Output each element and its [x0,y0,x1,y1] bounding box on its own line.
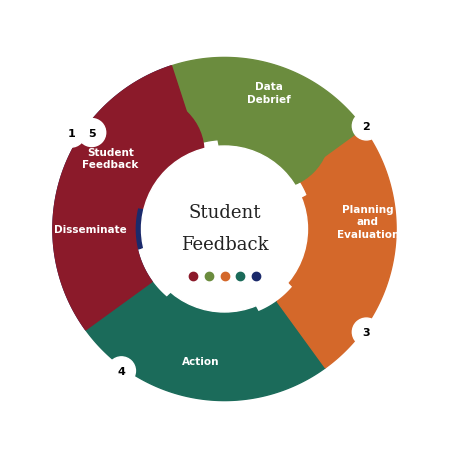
Circle shape [352,319,380,346]
Text: Disseminate: Disseminate [54,224,127,235]
Text: 2: 2 [362,122,370,132]
Circle shape [141,147,308,312]
Text: Student
Feedback: Student Feedback [83,147,139,170]
Circle shape [152,280,264,392]
Polygon shape [86,282,326,401]
Text: Planning
and
Evaluation: Planning and Evaluation [337,205,399,239]
Circle shape [78,119,106,147]
Polygon shape [172,58,363,177]
Circle shape [92,97,204,209]
Circle shape [218,78,330,189]
Text: Student: Student [188,204,261,222]
Polygon shape [53,67,197,330]
Polygon shape [277,129,396,368]
Text: Action: Action [182,357,220,366]
Text: Data
Debrief: Data Debrief [247,82,291,104]
Circle shape [352,113,380,140]
Circle shape [57,120,85,148]
Circle shape [275,190,387,302]
Text: Feedback: Feedback [180,235,269,253]
Text: 3: 3 [362,327,370,337]
Text: 4: 4 [118,366,125,376]
Circle shape [107,357,136,385]
Polygon shape [53,67,197,330]
Circle shape [66,140,177,252]
Text: 5: 5 [88,128,96,138]
Text: 1: 1 [67,129,75,139]
